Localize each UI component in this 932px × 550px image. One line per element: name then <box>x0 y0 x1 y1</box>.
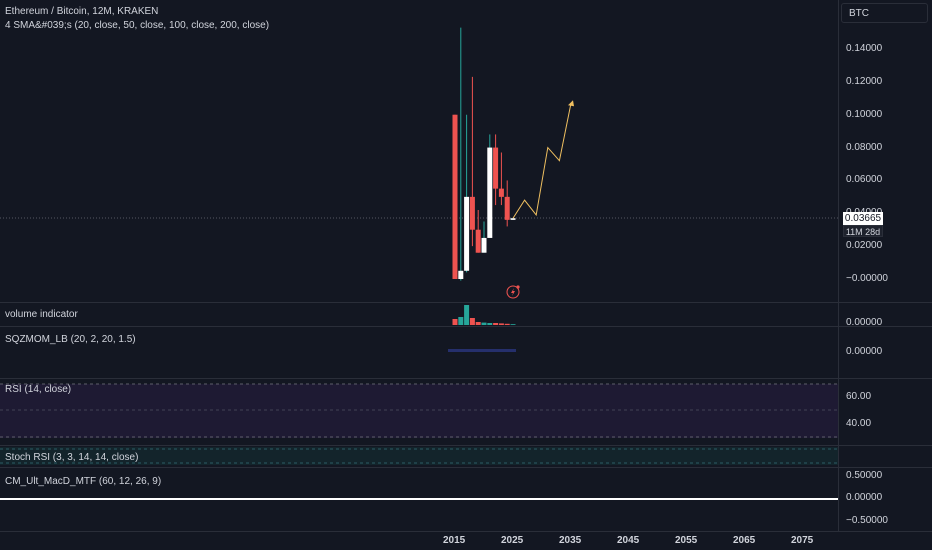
macd-tick: 0.00000 <box>846 492 883 503</box>
macd-tick: 0.50000 <box>846 470 883 481</box>
bolt-icon <box>506 285 520 299</box>
price-tick: 0.08000 <box>846 141 883 153</box>
bar-countdown: 11M 28d <box>843 225 883 237</box>
rsi-pane-legend[interactable]: RSI (14, close) <box>5 384 72 395</box>
candle-body <box>469 196 475 230</box>
macd-tick: −0.50000 <box>846 515 888 526</box>
currency-selector[interactable]: BTC <box>841 3 928 23</box>
volume-tick: 0.00000 <box>846 317 883 328</box>
volume-bar <box>458 317 464 325</box>
rsi-tick: 40.00 <box>846 418 872 429</box>
projection-path <box>512 103 572 219</box>
candle-body <box>475 229 481 253</box>
time-tick: 2025 <box>501 535 524 546</box>
price-tick: 0.02000 <box>846 240 883 252</box>
pane-separator[interactable] <box>0 302 932 303</box>
rsi-tick: 60.00 <box>846 391 872 402</box>
candle-body <box>498 188 504 197</box>
stoch-pane-legend[interactable]: Stoch RSI (3, 3, 14, 14, close) <box>5 452 139 463</box>
volume-bar <box>493 323 499 325</box>
symbol-title[interactable]: Ethereum / Bitcoin, 12M, KRAKEN <box>5 6 159 17</box>
sqzmom-histogram <box>448 349 516 352</box>
pane-separator[interactable] <box>0 326 932 327</box>
volume-bar <box>464 305 470 325</box>
candle-body <box>458 270 464 279</box>
candle-body <box>493 147 499 189</box>
chart-canvas[interactable] <box>0 0 838 532</box>
candle-body <box>464 196 470 271</box>
time-tick: 2055 <box>675 535 698 546</box>
volume-bar <box>452 319 458 325</box>
volume-bar <box>469 318 475 325</box>
time-tick: 2075 <box>791 535 814 546</box>
volume-bar <box>510 324 516 325</box>
rsi-band <box>0 384 838 438</box>
projection-arrowhead <box>568 100 574 107</box>
price-tick: 0.14000 <box>846 43 883 54</box>
price-axis-separator <box>838 0 839 532</box>
sqzmom-tick: 0.00000 <box>846 346 883 357</box>
price-tick: 0.12000 <box>846 75 883 87</box>
time-tick: 2045 <box>617 535 640 546</box>
volume-bar <box>504 323 510 325</box>
price-tick: 0.10000 <box>846 108 883 120</box>
stoch-band <box>0 447 838 465</box>
volume-bar <box>487 323 493 325</box>
candle-body <box>481 237 487 253</box>
pane-separator[interactable] <box>0 378 932 379</box>
macd-pane-legend[interactable]: CM_Ult_MacD_MTF (60, 12, 26, 9) <box>5 476 162 487</box>
pane-separator[interactable] <box>0 467 932 468</box>
time-tick: 2035 <box>559 535 582 546</box>
time-axis-separator <box>0 531 932 532</box>
price-tick: −0.00000 <box>846 273 888 284</box>
volume-pane-legend[interactable]: volume indicator <box>5 309 78 320</box>
time-tick: 2015 <box>443 535 466 546</box>
sma-indicator-legend[interactable]: 4 SMA&#039;s (20, close, 50, close, 100,… <box>5 20 270 31</box>
sqzmom-pane-legend[interactable]: SQZMOM_LB (20, 2, 20, 1.5) <box>5 334 136 345</box>
volume-bar <box>481 322 487 325</box>
volume-bar <box>498 323 504 325</box>
time-tick: 2065 <box>733 535 756 546</box>
volume-bar <box>475 322 481 325</box>
last-price-label: 0.03665 <box>843 212 883 225</box>
candle-body <box>504 196 510 220</box>
pane-separator[interactable] <box>0 445 932 446</box>
candle-body <box>510 218 516 220</box>
price-tick: 0.06000 <box>846 174 883 186</box>
candle-body <box>487 147 493 238</box>
candle-body <box>452 114 458 279</box>
